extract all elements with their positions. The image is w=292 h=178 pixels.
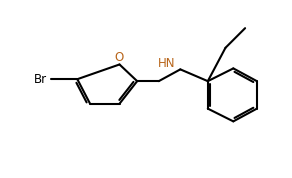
Text: Br: Br — [34, 73, 47, 86]
Text: O: O — [114, 51, 123, 64]
Text: HN: HN — [158, 57, 175, 70]
